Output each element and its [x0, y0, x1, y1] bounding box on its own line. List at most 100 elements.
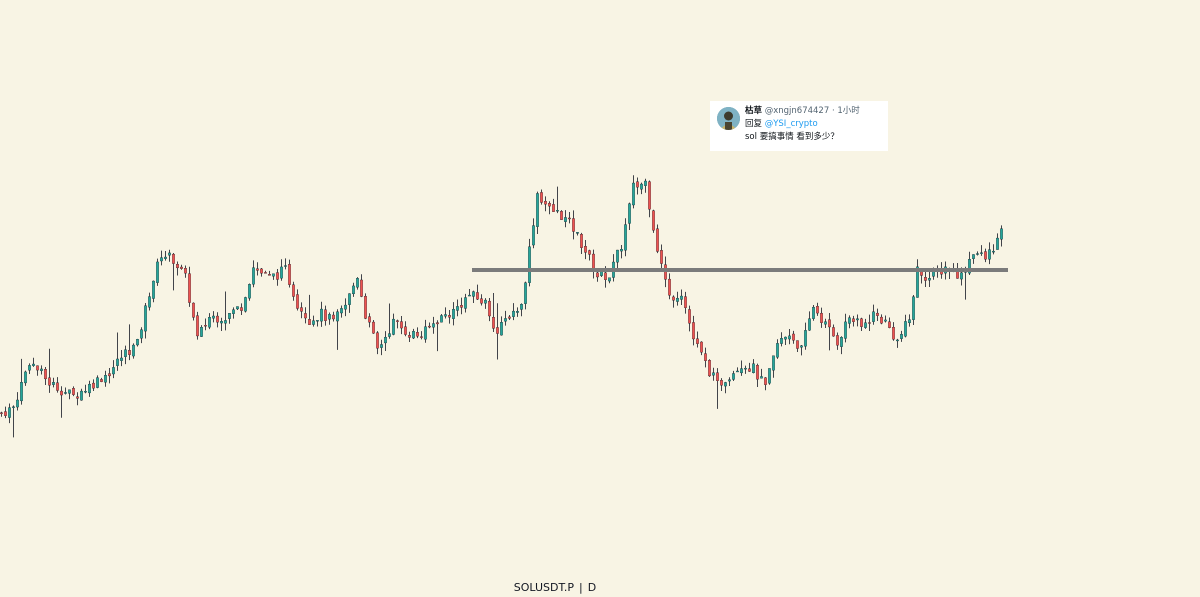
candle-down[interactable]	[588, 250, 591, 255]
candle-down[interactable]	[4, 411, 7, 416]
candle-down[interactable]	[460, 305, 463, 308]
candle-down[interactable]	[688, 309, 691, 324]
candle-up[interactable]	[484, 299, 487, 304]
candle-up[interactable]	[232, 309, 235, 314]
candle-down[interactable]	[692, 322, 695, 340]
candle-up[interactable]	[916, 266, 919, 298]
candle-up[interactable]	[608, 277, 611, 282]
candle-down[interactable]	[264, 272, 267, 274]
candle-up[interactable]	[928, 278, 931, 281]
candle-up[interactable]	[800, 345, 803, 348]
candle-down[interactable]	[816, 306, 819, 314]
candle-down[interactable]	[540, 192, 543, 203]
candle-up[interactable]	[432, 323, 435, 328]
candle-down[interactable]	[720, 380, 723, 386]
candle-down[interactable]	[396, 320, 399, 322]
candle-up[interactable]	[52, 382, 55, 385]
candle-up[interactable]	[968, 259, 971, 274]
candle-down[interactable]	[568, 217, 571, 220]
candle-up[interactable]	[168, 252, 171, 256]
candle-up[interactable]	[12, 406, 15, 408]
candle-up[interactable]	[208, 317, 211, 328]
candle-up[interactable]	[380, 344, 383, 348]
candle-down[interactable]	[188, 273, 191, 303]
candle-down[interactable]	[704, 353, 707, 361]
candle-up[interactable]	[960, 272, 963, 280]
candle-up[interactable]	[896, 339, 899, 342]
candle-down[interactable]	[0, 412, 3, 414]
candle-up[interactable]	[912, 296, 915, 320]
candle-down[interactable]	[684, 296, 687, 308]
candle-down[interactable]	[304, 313, 307, 319]
candle-down[interactable]	[268, 274, 271, 276]
candle-up[interactable]	[848, 317, 851, 324]
candle-up[interactable]	[752, 363, 755, 374]
candle-up[interactable]	[88, 383, 91, 394]
candle-up[interactable]	[512, 310, 515, 317]
candle-up[interactable]	[424, 326, 427, 340]
candle-down[interactable]	[72, 388, 75, 395]
candle-up[interactable]	[144, 305, 147, 332]
candle-down[interactable]	[716, 372, 719, 381]
candle-down[interactable]	[100, 379, 103, 382]
candle-up[interactable]	[736, 370, 739, 373]
candle-up[interactable]	[988, 249, 991, 260]
candle-down[interactable]	[172, 253, 175, 264]
candle-up[interactable]	[8, 407, 11, 418]
candle-down[interactable]	[672, 296, 675, 301]
candle-up[interactable]	[336, 311, 339, 322]
candle-up[interactable]	[908, 319, 911, 324]
candle-up[interactable]	[40, 368, 43, 371]
candle-up[interactable]	[768, 368, 771, 384]
candle-up[interactable]	[156, 261, 159, 283]
candle-up[interactable]	[972, 254, 975, 259]
candle-down[interactable]	[488, 300, 491, 317]
candle-up[interactable]	[732, 373, 735, 380]
candle-down[interactable]	[128, 350, 131, 355]
candle-down[interactable]	[436, 322, 439, 325]
candle-down[interactable]	[876, 312, 879, 316]
candle-up[interactable]	[884, 319, 887, 322]
candle-up[interactable]	[352, 285, 355, 295]
candle-up[interactable]	[96, 377, 99, 388]
candle-up[interactable]	[996, 237, 999, 250]
candle-up[interactable]	[640, 183, 643, 190]
candle-down[interactable]	[368, 316, 371, 323]
candle-down[interactable]	[656, 228, 659, 252]
candle-up[interactable]	[244, 297, 247, 312]
candle-down[interactable]	[192, 302, 195, 318]
candle-up[interactable]	[744, 367, 747, 370]
candle-down[interactable]	[360, 279, 363, 297]
candle-down[interactable]	[184, 268, 187, 274]
candle-up[interactable]	[64, 392, 67, 394]
candle-up[interactable]	[412, 331, 415, 339]
candle-up[interactable]	[392, 318, 395, 335]
candle-down[interactable]	[376, 332, 379, 349]
candle-down[interactable]	[836, 335, 839, 346]
candle-up[interactable]	[220, 321, 223, 324]
candle-up[interactable]	[456, 306, 459, 311]
candle-up[interactable]	[1000, 228, 1003, 240]
candle-down[interactable]	[508, 316, 511, 319]
candle-up[interactable]	[872, 311, 875, 322]
candle-down[interactable]	[664, 264, 667, 280]
candle-up[interactable]	[272, 273, 275, 277]
candle-up[interactable]	[856, 318, 859, 321]
candle-up[interactable]	[124, 349, 127, 357]
candle-down[interactable]	[668, 278, 671, 296]
candle-up[interactable]	[780, 338, 783, 344]
candle-down[interactable]	[580, 234, 583, 248]
candle-down[interactable]	[492, 317, 495, 329]
candle-up[interactable]	[444, 314, 447, 317]
candle-down[interactable]	[544, 200, 547, 205]
candle-up[interactable]	[812, 306, 815, 319]
candle-down[interactable]	[288, 264, 291, 285]
candle-up[interactable]	[120, 357, 123, 361]
candle-up[interactable]	[712, 372, 715, 376]
candle-down[interactable]	[204, 325, 207, 327]
tweet-time[interactable]: 1小时	[837, 106, 860, 116]
reply-to-link[interactable]: @YSI_crypto	[764, 119, 818, 129]
candle-down[interactable]	[700, 341, 703, 353]
candle-up[interactable]	[724, 382, 727, 387]
